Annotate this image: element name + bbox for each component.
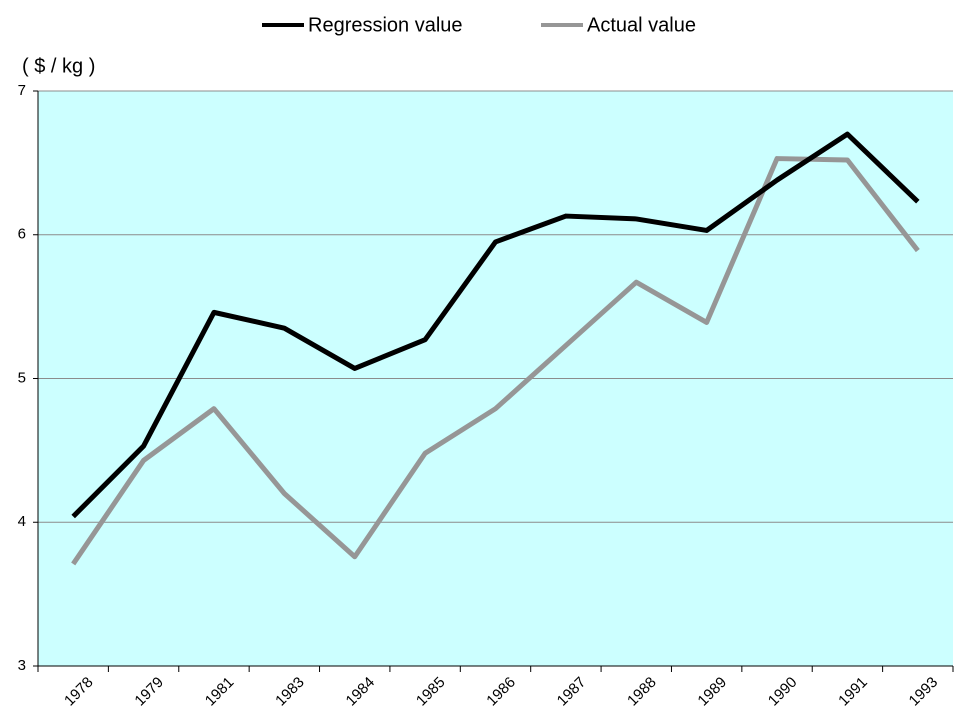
x-tick-label: 1985 [413, 674, 449, 710]
x-tick-label: 1988 [624, 674, 660, 710]
x-tick-label: 1991 [835, 674, 871, 710]
x-tick-label: 1986 [483, 674, 519, 710]
series-line [71, 131, 920, 519]
y-axis-title: ( $ / kg ) [22, 55, 95, 77]
x-tick-label: 1993 [906, 674, 942, 710]
series-line [71, 156, 920, 566]
x-tick-label: 1987 [554, 674, 590, 710]
x-tick-label: 1990 [765, 674, 801, 710]
y-tick-label: 6 [18, 226, 26, 243]
legend-label: Actual value [587, 14, 696, 36]
y-tick-label: 3 [18, 657, 26, 674]
y-tick-label: 4 [18, 513, 26, 530]
x-tick-label: 1978 [61, 674, 97, 710]
x-tick-label: 1979 [131, 674, 167, 710]
y-tick-label: 7 [18, 82, 26, 99]
legend-label: Regression value [308, 14, 463, 36]
x-tick-label: 1989 [694, 674, 730, 710]
x-tick-label: 1983 [272, 674, 308, 710]
x-tick-label: 1981 [202, 674, 238, 710]
y-tick-label: 5 [18, 369, 26, 386]
x-tick-label: 1984 [343, 674, 379, 710]
